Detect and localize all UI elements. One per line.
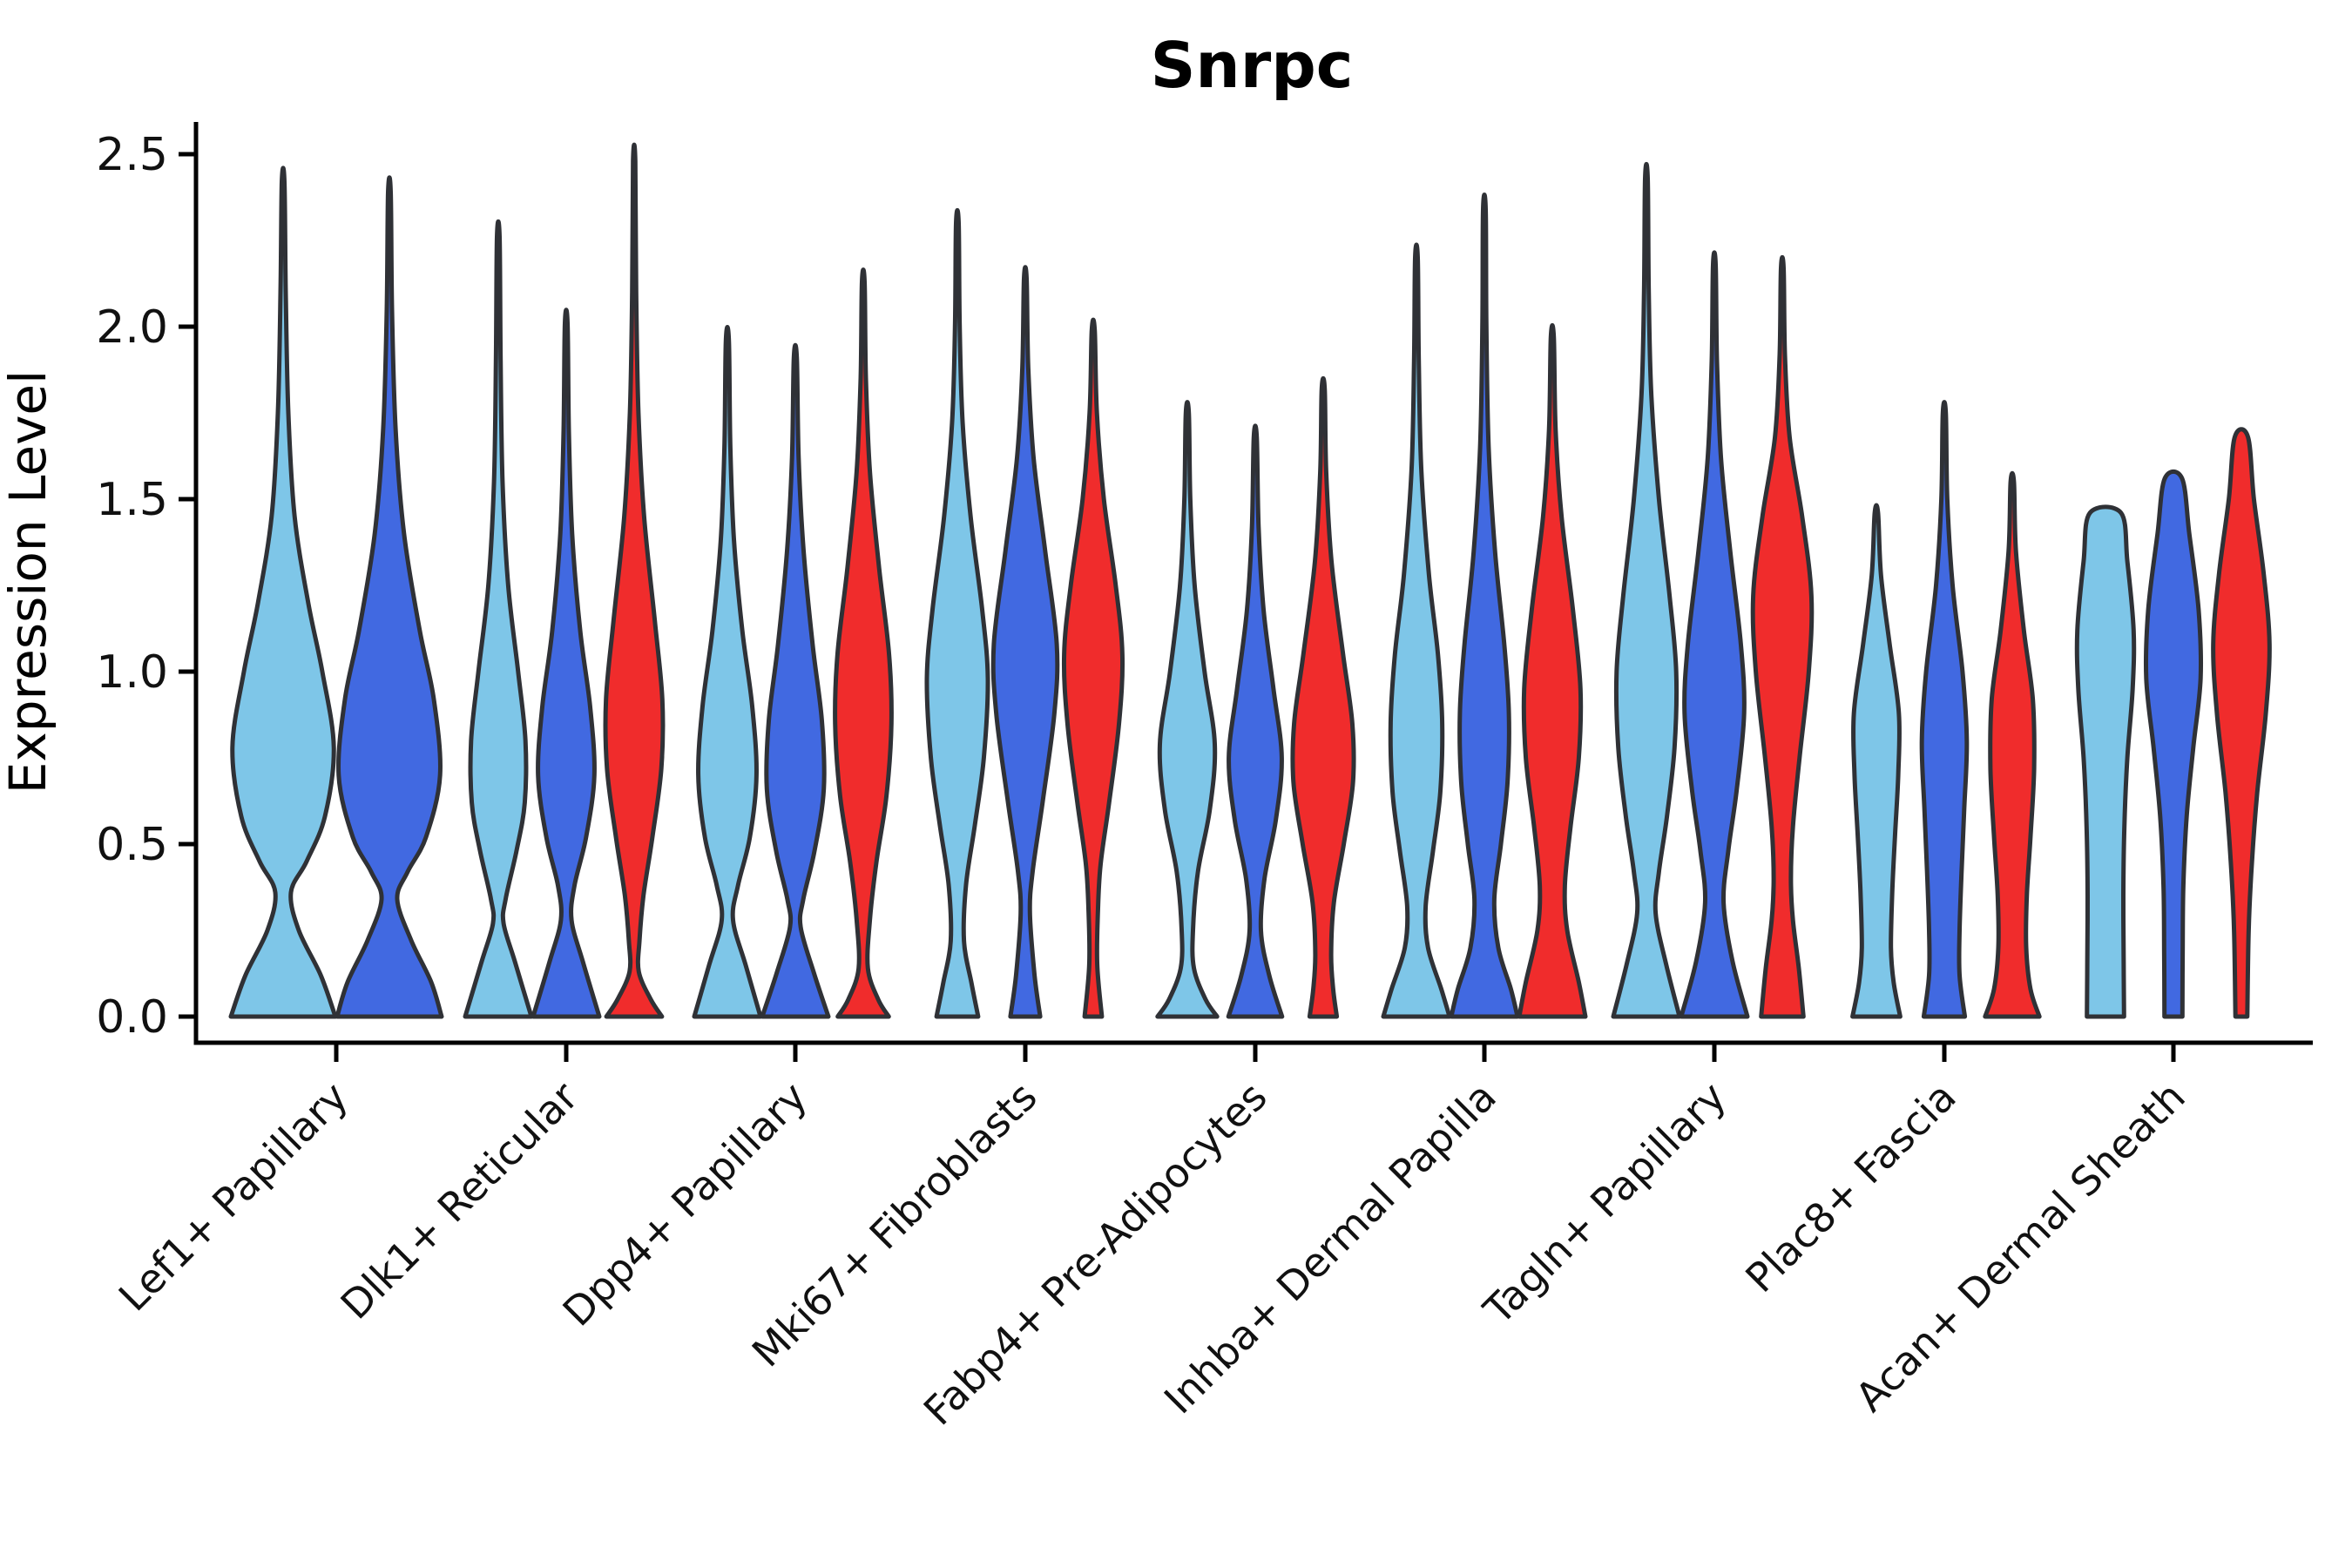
violin-group-4: [924, 207, 1125, 1019]
violin-8-royal_blue: [1919, 400, 1970, 1019]
violin-group-5: [1155, 375, 1356, 1019]
x-tick-label-2: Dlk1+ Reticular: [332, 1073, 587, 1328]
violin-1-light_blue: [228, 166, 338, 1019]
x-tick-label-3: Dpp4+ Papillary: [554, 1073, 816, 1335]
violin-7-red: [1750, 254, 1815, 1019]
violin-1-royal_blue: [335, 175, 444, 1019]
violin-3-red: [833, 267, 894, 1019]
y-tick-label: 2.0: [96, 301, 168, 354]
y-tick-label: 1.5: [96, 474, 168, 526]
violin-7-light_blue: [1611, 161, 1682, 1019]
chart-title: Snrpc: [1151, 29, 1354, 102]
violin-9-red: [2211, 427, 2272, 1019]
y-tick-label: 1.0: [96, 646, 168, 699]
violin-2-light_blue: [463, 219, 534, 1019]
violin-group-9: [2074, 427, 2272, 1019]
violin-5-royal_blue: [1226, 423, 1285, 1019]
x-tick-label-1: Lef1+ Papillary: [110, 1073, 357, 1321]
violin-5-light_blue: [1155, 400, 1220, 1019]
violin-4-light_blue: [924, 207, 990, 1019]
violin-3-royal_blue: [760, 342, 831, 1019]
violin-group-1: [228, 166, 444, 1019]
y-tick-label: 0.5: [96, 819, 168, 871]
violin-4-red: [1061, 317, 1125, 1019]
violin-6-red: [1517, 323, 1588, 1019]
violin-9-royal_blue: [2143, 469, 2204, 1019]
violin-3-light_blue: [692, 325, 763, 1019]
violin-2-red: [603, 142, 666, 1019]
violin-9-light_blue: [2074, 504, 2137, 1019]
violin-6-light_blue: [1381, 242, 1452, 1019]
x-tick-label-8: Plac8+ Fascia: [1736, 1073, 1964, 1301]
y-axis-label: Expression Level: [0, 370, 57, 794]
violin-group-3: [692, 267, 894, 1019]
violin-8-red: [1983, 470, 2042, 1019]
violin-5-red: [1290, 375, 1356, 1019]
violins-layer: [228, 142, 2272, 1019]
x-tick-label-7: Tagln+ Papillary: [1474, 1073, 1735, 1335]
violin-7-royal_blue: [1679, 250, 1750, 1019]
violin-4-royal_blue: [990, 265, 1060, 1019]
violin-group-2: [463, 142, 666, 1019]
violin-group-8: [1850, 400, 2042, 1019]
violin-6-royal_blue: [1449, 193, 1520, 1019]
violin-8-light_blue: [1850, 503, 1903, 1019]
violin-2-royal_blue: [531, 308, 602, 1019]
y-tick-label: 2.5: [96, 129, 168, 181]
violin-group-6: [1381, 193, 1588, 1019]
y-tick-label: 0.0: [96, 991, 168, 1044]
violin-group-7: [1611, 161, 1815, 1019]
